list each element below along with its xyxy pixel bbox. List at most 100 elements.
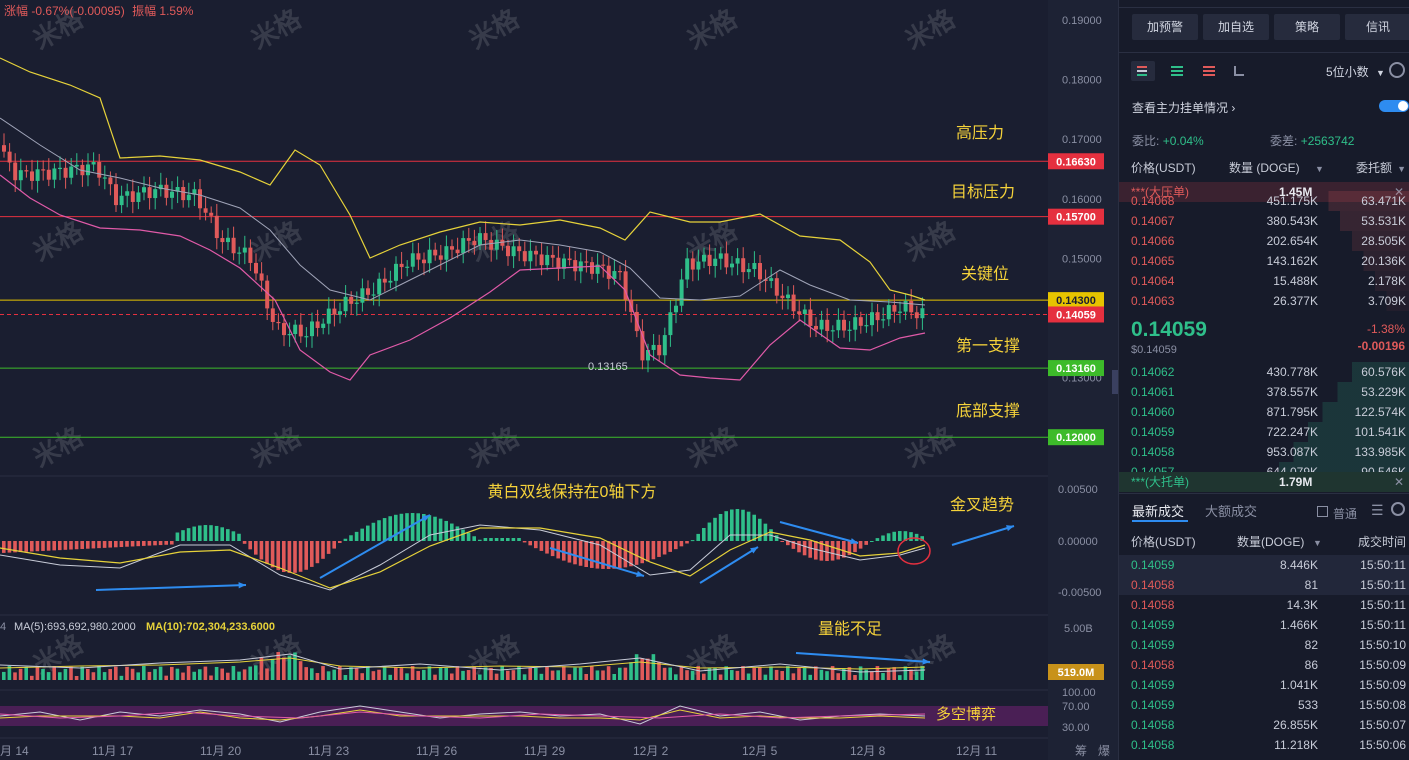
macd-bar [108, 541, 112, 548]
trade-row[interactable]: 0.14058 11.218K 15:50:06 [1119, 735, 1409, 755]
ask-row[interactable]: 0.14067 380.543K 53.531K [1119, 211, 1409, 231]
volume-bar [573, 667, 577, 680]
candle-body [35, 169, 40, 181]
trend-arrow-head [750, 547, 758, 554]
volume-bar [186, 666, 191, 680]
ask-row[interactable]: 0.14064 15.488K 2.178K [1119, 271, 1409, 291]
tab-large-trades[interactable]: 大额成交 [1205, 504, 1258, 519]
trade-time: 15:50:06 [1359, 738, 1406, 752]
settings-icon[interactable] [1389, 62, 1405, 78]
tab-latest-trades[interactable]: 最新成交 [1132, 504, 1185, 519]
add-favorite-button[interactable]: 加自选 [1203, 14, 1269, 40]
volume-bar [332, 669, 336, 680]
trade-qty: 86 [1304, 658, 1318, 672]
main-orders-link[interactable]: 查看主力挂单情况 › [1132, 99, 1235, 116]
liquidation-button: 爆 [1098, 744, 1110, 758]
trade-row[interactable]: 0.14059 1.466K 15:50:11 [1119, 615, 1409, 635]
macd-bar [780, 541, 784, 542]
volume-bar [371, 671, 376, 680]
normal-checkbox[interactable] [1317, 506, 1328, 517]
candle-body [231, 237, 236, 254]
volume-bar [892, 667, 896, 680]
settings-icon[interactable] [1391, 502, 1405, 516]
volume-bar [254, 665, 258, 680]
qty-chevron-icon: ▼ [1315, 164, 1324, 174]
ask-row[interactable]: 0.14065 143.162K 20.136K [1119, 251, 1409, 271]
add-alert-button[interactable]: 加预警 [1132, 14, 1198, 40]
candle-body [511, 246, 516, 257]
volume-bar [158, 666, 163, 680]
view-bids-icon[interactable] [1167, 61, 1187, 81]
trade-row[interactable]: 0.14058 26.855K 15:50:07 [1119, 715, 1409, 735]
last-price-usd: $0.14059 [1131, 344, 1177, 356]
macd-bar [192, 526, 196, 541]
filter-icon[interactable]: ☰ [1371, 502, 1384, 518]
candle-body [444, 246, 449, 260]
bid-row[interactable]: 0.14059 722.247K 101.541K [1119, 422, 1409, 442]
candle-body [220, 238, 225, 243]
view-asks-icon[interactable] [1199, 61, 1219, 81]
volume-bar [494, 673, 499, 680]
view-depth-icon[interactable] [1229, 61, 1249, 81]
ask-qty: 26.377K [1273, 294, 1318, 308]
volume-bar [634, 654, 639, 680]
candle-body [2, 145, 6, 152]
ask-row[interactable]: 0.14063 26.377K 3.709K [1119, 291, 1409, 311]
strategy-button[interactable]: 策略 [1274, 14, 1340, 40]
volume-bar [718, 674, 723, 680]
price-tick-label: 0.15000 [1062, 253, 1102, 265]
view-both-icon[interactable] [1131, 61, 1155, 81]
news-button[interactable]: 信讯 [1345, 14, 1409, 40]
trade-col-qty[interactable]: 数量(DOGE) [1237, 535, 1305, 549]
macd-bar [209, 525, 213, 541]
bid-row[interactable]: 0.14061 378.557K 53.229K [1119, 382, 1409, 402]
trade-qty: 11.218K [1274, 738, 1318, 752]
close-icon[interactable]: ✕ [1393, 475, 1404, 489]
bid-row[interactable]: 0.14058 953.087K 133.985K [1119, 442, 1409, 462]
ask-row[interactable]: 0.14066 202.654K 28.505K [1119, 231, 1409, 251]
macd-bar [774, 535, 779, 541]
candle-body [108, 177, 113, 185]
decimal-select[interactable]: 5位小数 ▼ [1326, 63, 1385, 80]
macd-bar [690, 540, 695, 542]
trade-row[interactable]: 0.14059 8.446K 15:50:11 [1119, 555, 1409, 575]
macd-bar [892, 531, 896, 541]
trade-row[interactable]: 0.14059 533 15:50:08 [1119, 695, 1409, 715]
level-value: 0.13160 [1056, 363, 1096, 375]
volume-bar [562, 666, 566, 680]
trade-row[interactable]: 0.14058 14.3K 15:50:11 [1119, 595, 1409, 615]
macd-bar [175, 532, 180, 541]
candle-body [125, 191, 130, 196]
trend-arrow [951, 525, 1015, 546]
volume-bar [102, 672, 107, 680]
main-orders-toggle[interactable] [1379, 100, 1409, 112]
candle-body [265, 280, 270, 309]
trade-row[interactable]: 0.14058 86 15:50:09 [1119, 655, 1409, 675]
macd-bar [35, 541, 40, 552]
chart-area[interactable]: 米格 米格 米格 米格 米格 米格 米格 米格 米格 米格 米格 米格 米格 米格 米格 米格 米格 米格 米格 米格… [0, 0, 1118, 760]
col-qty[interactable]: 数量 (DOGE) [1229, 161, 1300, 175]
col-amount[interactable]: 委托额 [1355, 161, 1392, 175]
trade-price: 0.14059 [1131, 698, 1175, 712]
volume-bar [556, 670, 560, 680]
macd-bar [595, 541, 600, 569]
trade-row[interactable]: 0.14059 1.041K 15:50:09 [1119, 675, 1409, 695]
macd-bar [304, 541, 308, 570]
trade-row[interactable]: 0.14059 82 15:50:10 [1119, 635, 1409, 655]
candle-body [237, 252, 242, 254]
candle-body [730, 263, 734, 268]
ask-row[interactable]: 0.14068 451.175K 63.471K [1119, 191, 1409, 211]
macd-bar [640, 541, 644, 564]
candle-body [287, 334, 292, 336]
macd-bar [685, 541, 689, 544]
candle-body [685, 258, 690, 280]
bid-row[interactable]: 0.14060 871.795K 122.574K [1119, 402, 1409, 422]
close-icon[interactable]: ✕ [1394, 182, 1404, 202]
volume-bar [58, 672, 62, 680]
volume-bar [405, 673, 409, 680]
volume-bar [853, 674, 857, 680]
volume-bar [786, 666, 790, 680]
bid-row[interactable]: 0.14062 430.778K 60.576K [1119, 362, 1409, 382]
trade-row[interactable]: 0.14058 81 15:50:11 [1119, 575, 1409, 595]
